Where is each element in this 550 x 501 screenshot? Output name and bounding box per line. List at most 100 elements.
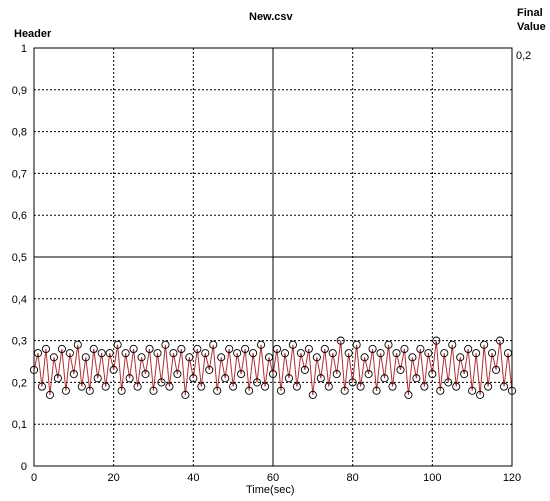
data-point [312,353,321,362]
data-point [81,353,90,362]
data-point [229,382,238,391]
data-point [61,386,70,395]
data-series [29,336,517,399]
data-point [237,369,246,379]
data-point [73,340,82,349]
data-point [392,349,401,358]
data-point [221,374,230,383]
data-point [328,349,337,358]
data-point [364,369,373,379]
data-point [268,369,278,379]
data-point [368,344,377,354]
y-tick-label: 0,4 [12,294,27,306]
y-tick-label: 0,2 [12,377,27,389]
data-point [193,344,202,354]
data-point [41,344,51,354]
y-axis-label: Header [14,28,52,40]
data-point [484,382,493,391]
data-point [209,340,218,349]
data-point [296,349,305,358]
data-point [452,382,461,391]
data-point [360,353,369,362]
data-point [456,353,465,362]
data-point [197,382,206,391]
data-point [324,382,333,391]
data-point [416,344,425,354]
data-point [77,382,86,391]
data-point [356,382,365,391]
plot-frame [33,47,513,467]
data-point [264,353,274,362]
data-point [408,353,417,362]
x-tick-label: 80 [347,472,359,484]
final-value-label: Final Value [517,6,546,34]
data-point [49,353,58,362]
data-point [165,382,174,391]
data-point [499,382,509,391]
data-point [213,386,222,395]
data-point [113,340,122,349]
series-line [33,340,513,395]
data-point [97,349,106,358]
data-point [65,349,74,358]
data-point [256,340,266,349]
data-point [149,386,158,395]
data-point [488,349,497,358]
data-point [332,369,341,379]
data-point [241,344,250,354]
x-tick-label: 100 [423,472,441,484]
data-point [272,344,282,354]
data-point [316,374,325,383]
data-point [372,386,381,395]
data-point [37,382,47,391]
x-tick-label: 60 [267,472,279,484]
x-tick-label: 40 [187,472,199,484]
data-point [69,369,78,379]
grid [34,48,512,466]
y-tick-label: 1 [21,43,27,55]
y-tick-label: 0,3 [12,336,27,348]
data-point [101,382,110,391]
y-tick-label: 0,7 [12,168,27,180]
data-point [308,390,317,399]
data-point [173,369,182,379]
data-point [177,344,186,354]
data-point [93,374,102,383]
data-point [388,382,397,391]
chart-title: New.csv [249,11,293,23]
data-point [129,344,138,354]
data-point [280,349,290,358]
data-point [464,344,473,354]
data-point [181,390,190,399]
data-point [304,344,313,354]
data-point [404,390,413,399]
data-point [201,349,210,358]
data-point [161,340,170,349]
y-tick-label: 0,1 [12,419,27,431]
data-point [57,344,66,354]
data-point [460,369,469,379]
data-point [185,353,194,362]
data-point [117,386,126,395]
data-point [245,386,254,395]
data-point [284,374,293,383]
y-tick-label: 0,5 [12,252,27,264]
data-point [133,382,142,391]
y-tick-label: 0,9 [12,85,27,97]
final-value: 0,2 [516,50,532,62]
data-point [348,378,357,387]
data-point [376,349,385,358]
data-point [121,349,130,358]
data-point [396,365,405,374]
tick-labels: 0 20 40 60 80 100 120 0 0,1 0,2 0,3 0,4 0,5 0,6 0,7 0,8… [12,43,521,484]
data-point [141,369,150,379]
data-point [249,349,258,358]
x-tick-label: 0 [31,472,37,484]
data-point [480,340,489,349]
data-point [432,336,441,345]
data-point [145,344,154,354]
y-tick-label: 0,6 [12,210,27,222]
data-point [412,374,421,383]
data-point [45,390,54,399]
